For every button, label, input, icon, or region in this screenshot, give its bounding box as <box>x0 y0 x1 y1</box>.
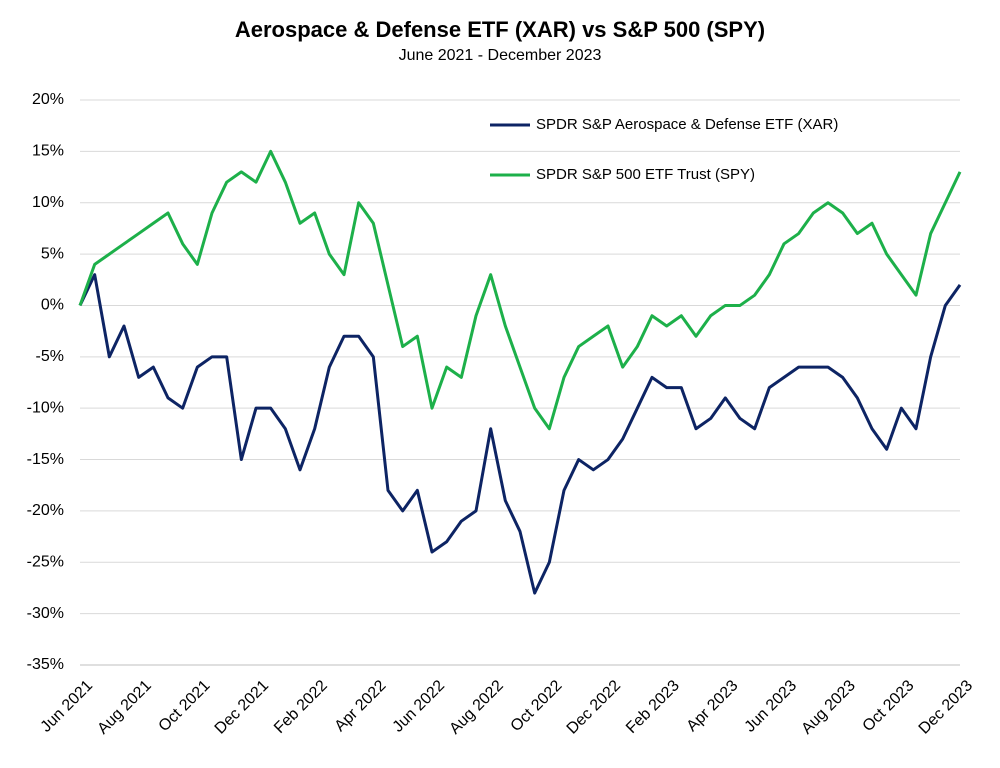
y-tick-label: 10% <box>32 194 64 211</box>
y-tick-label: -20% <box>27 502 64 519</box>
x-tick-label: Feb 2022 <box>271 677 331 737</box>
x-tick-label: Apr 2023 <box>684 677 742 735</box>
x-tick-label: Dec 2023 <box>916 677 977 738</box>
y-tick-label: 15% <box>32 143 64 160</box>
series-line <box>78 273 962 595</box>
y-tick-label: -30% <box>27 605 64 622</box>
y-tick-label: 5% <box>41 245 64 262</box>
chart-subtitle: June 2021 - December 2023 <box>399 47 602 64</box>
x-tick-label: Oct 2021 <box>156 677 214 735</box>
x-tick-label: Oct 2022 <box>508 677 566 735</box>
series-line <box>78 149 962 431</box>
x-tick-label: Apr 2022 <box>332 677 390 735</box>
x-tick-label: Dec 2021 <box>212 677 273 738</box>
x-tick-label: Jun 2022 <box>390 677 449 736</box>
x-tick-label: Dec 2022 <box>564 677 625 738</box>
y-tick-label: -35% <box>27 656 64 673</box>
legend-label: SPDR S&P Aerospace & Defense ETF (XAR) <box>536 116 838 133</box>
x-tick-label: Aug 2023 <box>798 677 859 738</box>
y-tick-label: -25% <box>27 553 64 570</box>
x-tick-label: Jun 2023 <box>742 677 801 736</box>
y-tick-label: -10% <box>27 399 64 416</box>
y-tick-label: -5% <box>36 348 64 365</box>
y-tick-label: 0% <box>41 297 64 314</box>
chart-title: Aerospace & Defense ETF (XAR) vs S&P 500… <box>235 17 765 42</box>
x-tick-label: Aug 2021 <box>94 677 155 738</box>
y-tick-label: 20% <box>32 91 64 108</box>
x-tick-label: Jun 2021 <box>38 677 97 736</box>
legend-label: SPDR S&P 500 ETF Trust (SPY) <box>536 166 755 183</box>
x-tick-label: Aug 2022 <box>446 677 507 738</box>
y-tick-label: -15% <box>27 451 64 468</box>
x-tick-label: Feb 2023 <box>623 677 683 737</box>
x-tick-label: Oct 2023 <box>860 677 918 735</box>
